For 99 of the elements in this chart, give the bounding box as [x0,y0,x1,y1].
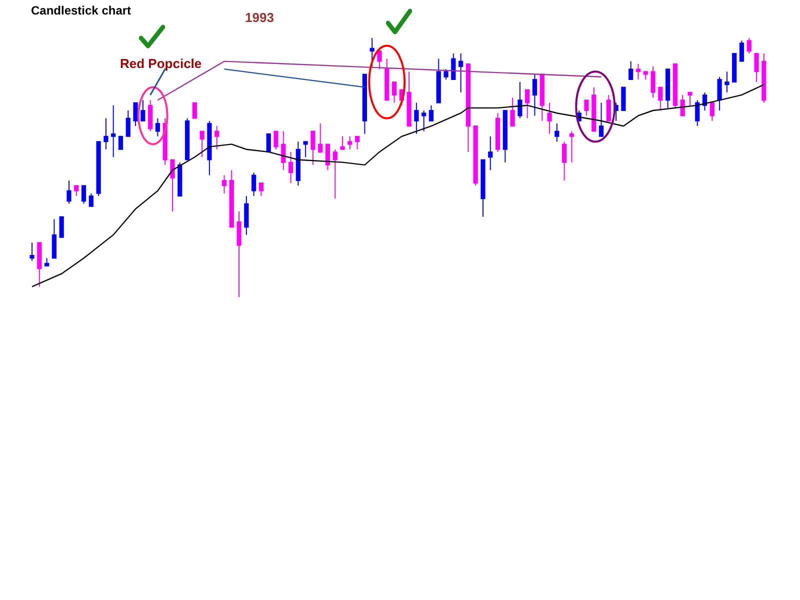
candlestick [126,110,130,137]
candlestick [688,92,692,106]
candlestick [274,130,278,150]
candlestick [717,76,722,112]
candlestick [229,170,234,228]
candlestick [636,63,641,80]
candlestick [66,180,72,204]
candlestick [451,53,456,80]
candlestick [724,71,730,93]
candlestick [170,159,175,212]
candlestick [392,82,397,104]
candlestick [584,100,589,116]
candlestick [754,53,759,83]
candlestick [458,53,464,93]
candlestick [178,162,182,196]
candlestick [310,130,316,166]
candlestick [643,71,648,80]
candlestick [406,71,412,127]
candlestick [192,102,197,119]
candlestick [480,159,486,218]
candlestick [296,141,300,186]
candlestick [495,112,500,152]
candlestick [140,100,146,122]
candlestick [510,97,515,127]
candlestick [621,86,626,112]
candlestick [525,89,530,119]
candlestick [473,126,478,186]
candlestick [318,122,323,152]
candlestick [444,68,448,80]
candlestick [672,63,678,108]
candlestick [184,118,190,160]
annotation: Red Popcicle [120,56,202,71]
candlestick [236,211,242,297]
candlestick [104,118,108,150]
chart-title: Candlestick chart [31,3,132,18]
candlestick [74,185,79,196]
candlestick [547,102,552,134]
candlestick [200,130,204,158]
candlestick [532,74,538,116]
candlestick [598,102,604,137]
candlestick [428,104,434,122]
candlestick [762,53,766,104]
candlestick [569,130,574,163]
candlestick [111,104,116,158]
candlestick [436,58,441,104]
candlestick [118,136,124,150]
candlestick [325,144,330,171]
candlestick [303,141,308,158]
candlestick [414,102,419,134]
candlestick [502,110,508,163]
candlestick [554,122,560,142]
candlestick [332,148,338,200]
candlestick [377,50,382,70]
candlestick [384,58,390,101]
candlestick [133,102,138,127]
candlestick [355,136,360,150]
candlestick [155,118,160,137]
candlestick [739,40,744,62]
candlestick [288,151,294,184]
candlestick [258,182,264,196]
candlestick [52,218,57,259]
candlestick [710,102,714,122]
candlestick [665,68,670,108]
candlestick [540,74,544,122]
candlestick [340,136,345,150]
candlestick [348,136,352,150]
candlestick [362,74,368,134]
candlestick [650,66,656,98]
candlestick [222,174,227,194]
candlestick [488,136,493,171]
candlestick [252,172,256,196]
candlestick [59,216,64,238]
candlestick [37,242,42,288]
candlestick [148,100,153,132]
candlestick [628,60,634,80]
candlestick [81,185,86,204]
candlestick [732,53,737,83]
candlestick [88,192,94,207]
candlestick [658,86,663,112]
candlestick [44,258,50,266]
candlestick [695,100,700,127]
candlestick [562,141,567,181]
candlestick [266,133,271,152]
candlestick [370,38,374,67]
candlestick [466,63,471,152]
candlestick [422,110,426,132]
candlestick [746,38,752,54]
candlestick [702,92,708,112]
candlestick [244,195,249,236]
text: 1993 [245,10,274,25]
candlestick [592,86,596,132]
candlestick [214,126,220,150]
candlestick [680,94,685,116]
candlestick [518,82,522,119]
candlestick [30,242,34,262]
candlestick [96,141,101,196]
candlestick [281,130,286,171]
candlestick [606,94,611,122]
candlestick [207,120,212,176]
